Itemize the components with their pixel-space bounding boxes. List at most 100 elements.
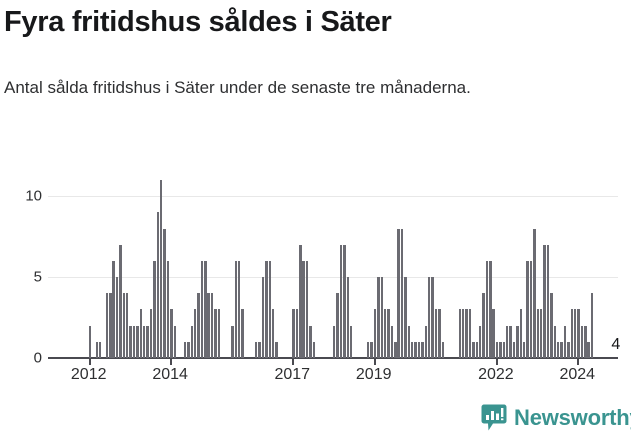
bar[interactable]	[424, 325, 428, 358]
bar[interactable]	[489, 260, 492, 358]
bar[interactable]	[407, 325, 411, 358]
bar[interactable]	[539, 309, 543, 358]
bar[interactable]	[302, 260, 305, 358]
bar[interactable]	[153, 260, 156, 358]
bar[interactable]	[231, 325, 234, 358]
bar[interactable]	[458, 309, 461, 358]
bar[interactable]	[434, 309, 438, 358]
bar[interactable]	[271, 309, 275, 358]
bar[interactable]	[506, 325, 509, 358]
bar[interactable]	[390, 325, 394, 358]
bar[interactable]	[163, 228, 166, 358]
bar[interactable]	[200, 260, 204, 358]
bar[interactable]	[373, 309, 377, 358]
bar[interactable]	[132, 325, 136, 358]
bar[interactable]	[207, 293, 210, 358]
bar[interactable]	[241, 309, 244, 358]
bar[interactable]	[485, 260, 489, 358]
bar[interactable]	[275, 341, 278, 358]
bar[interactable]	[156, 212, 159, 358]
bar[interactable]	[428, 277, 431, 358]
bar[interactable]	[166, 260, 170, 358]
bar[interactable]	[533, 228, 536, 358]
bar[interactable]	[268, 260, 271, 358]
bar[interactable]	[495, 341, 499, 358]
bar[interactable]	[567, 341, 570, 358]
bar[interactable]	[136, 325, 139, 358]
bar[interactable]	[536, 309, 539, 358]
bar[interactable]	[509, 325, 512, 358]
bar[interactable]	[560, 341, 563, 358]
bar[interactable]	[499, 341, 502, 358]
bar[interactable]	[438, 309, 441, 358]
bar[interactable]	[370, 341, 373, 358]
bar[interactable]	[502, 341, 506, 358]
bar[interactable]	[397, 228, 400, 358]
bar[interactable]	[550, 293, 553, 358]
bar[interactable]	[590, 293, 594, 358]
bar[interactable]	[254, 341, 258, 358]
bar[interactable]	[421, 341, 424, 358]
bar[interactable]	[519, 309, 523, 358]
bar[interactable]	[170, 309, 173, 358]
bar[interactable]	[146, 325, 149, 358]
bar[interactable]	[411, 341, 414, 358]
bar[interactable]	[312, 341, 316, 358]
bar[interactable]	[143, 325, 146, 358]
bar[interactable]	[512, 341, 516, 358]
bar[interactable]	[482, 293, 485, 358]
bar[interactable]	[472, 341, 475, 358]
bar[interactable]	[299, 244, 302, 358]
bar[interactable]	[214, 309, 217, 358]
bar[interactable]	[98, 341, 102, 358]
bar[interactable]	[478, 325, 482, 358]
bar[interactable]	[292, 309, 295, 358]
bar[interactable]	[109, 293, 112, 358]
bar[interactable]	[404, 277, 407, 358]
bar[interactable]	[217, 309, 221, 358]
bar[interactable]	[461, 309, 465, 358]
bar[interactable]	[584, 325, 587, 358]
bar[interactable]	[159, 180, 163, 358]
bar[interactable]	[543, 244, 546, 358]
bar[interactable]	[122, 293, 126, 358]
bar[interactable]	[383, 309, 387, 358]
bar[interactable]	[149, 309, 153, 358]
bar[interactable]	[570, 309, 573, 358]
bar[interactable]	[475, 341, 478, 358]
bar[interactable]	[187, 341, 190, 358]
bar[interactable]	[295, 309, 299, 358]
bar[interactable]	[95, 341, 98, 358]
bar[interactable]	[526, 260, 529, 358]
bar[interactable]	[346, 277, 349, 358]
bar[interactable]	[261, 277, 265, 358]
bar[interactable]	[441, 341, 444, 358]
bar[interactable]	[105, 293, 109, 358]
bar[interactable]	[465, 309, 468, 358]
bar[interactable]	[343, 244, 346, 358]
bar[interactable]	[380, 277, 383, 358]
bar[interactable]	[193, 309, 197, 358]
bar[interactable]	[309, 325, 312, 358]
bar[interactable]	[336, 293, 339, 358]
bar[interactable]	[258, 341, 261, 358]
bar[interactable]	[333, 325, 336, 358]
bar[interactable]	[349, 325, 353, 358]
bar[interactable]	[580, 325, 584, 358]
bar[interactable]	[587, 341, 590, 358]
bar[interactable]	[523, 341, 526, 358]
bar[interactable]	[173, 325, 176, 358]
bar[interactable]	[210, 293, 214, 358]
bar[interactable]	[516, 325, 519, 358]
bar[interactable]	[431, 277, 434, 358]
bar[interactable]	[468, 309, 472, 358]
bar[interactable]	[556, 341, 560, 358]
bar[interactable]	[115, 277, 119, 358]
bar[interactable]	[305, 260, 309, 358]
bar[interactable]	[112, 260, 115, 358]
bar[interactable]	[366, 341, 370, 358]
bar[interactable]	[88, 325, 92, 358]
bar[interactable]	[126, 293, 129, 358]
bar[interactable]	[529, 260, 533, 358]
bar[interactable]	[204, 260, 207, 358]
